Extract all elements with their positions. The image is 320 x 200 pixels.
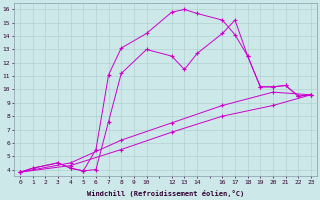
X-axis label: Windchill (Refroidissement éolien,°C): Windchill (Refroidissement éolien,°C) [87,190,244,197]
